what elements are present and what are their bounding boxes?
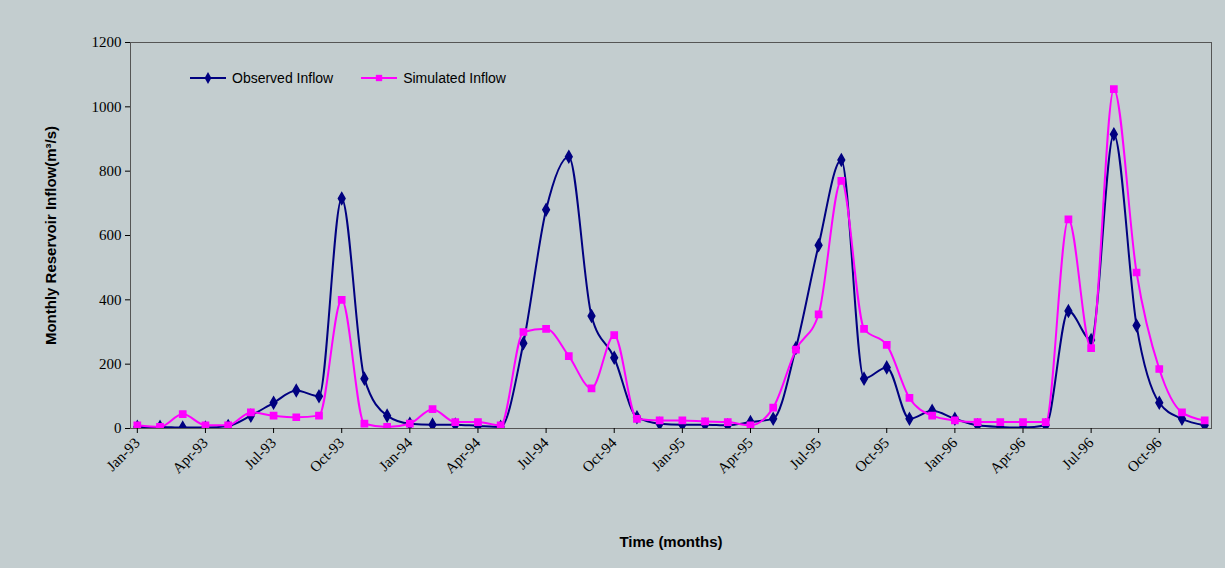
svg-text:1200: 1200 [92,34,122,50]
svg-text:Oct-95: Oct-95 [851,435,892,476]
svg-text:Jan-95: Jan-95 [648,435,688,475]
svg-text:Time (months): Time (months) [619,533,722,550]
svg-text:Apr-93: Apr-93 [169,435,211,477]
svg-text:Jul-93: Jul-93 [241,435,279,473]
svg-text:Jan-96: Jan-96 [921,434,961,474]
svg-text:Jul-94: Jul-94 [514,434,552,472]
svg-text:Oct-96: Oct-96 [1124,434,1165,475]
html-text:Observed Inflow: Observed Inflow [232,70,334,86]
svg-text:Jan-93: Jan-93 [103,435,143,475]
svg-text:Jan-94: Jan-94 [376,434,416,474]
svg-text:Jul-95: Jul-95 [786,435,824,473]
svg-text:Apr-95: Apr-95 [714,435,756,477]
svg-text:600: 600 [99,227,122,243]
svg-text:Apr-94: Apr-94 [442,434,484,476]
svg-text:Oct-93: Oct-93 [306,435,347,476]
svg-text:800: 800 [99,163,122,179]
svg-text:Oct-94: Oct-94 [579,434,620,475]
svg-text:Monthly Reservoir Inflow(m³/s): Monthly Reservoir Inflow(m³/s) [42,126,59,345]
svg-text:1000: 1000 [92,99,122,115]
svg-text:0: 0 [114,420,122,436]
svg-text:200: 200 [99,356,122,372]
svg-text:Jul-96: Jul-96 [1059,434,1097,472]
html-text:Simulated Inflow: Simulated Inflow [403,70,506,86]
svg-text:Apr-96: Apr-96 [987,434,1029,476]
svg-text:400: 400 [99,292,122,308]
